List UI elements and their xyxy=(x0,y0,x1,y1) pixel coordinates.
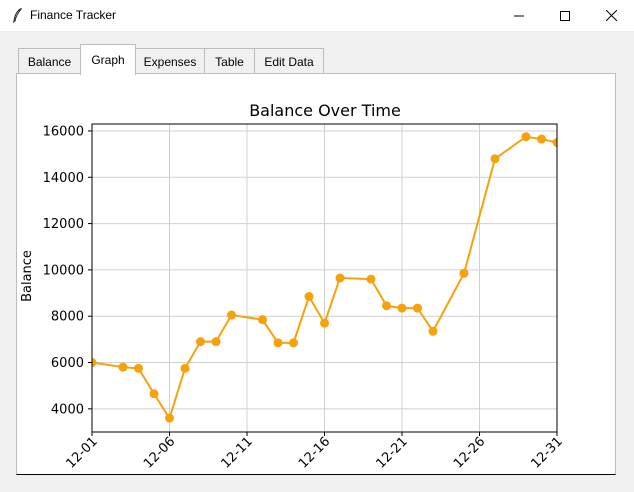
tab-table[interactable]: Table xyxy=(204,48,255,74)
data-point xyxy=(521,132,531,142)
data-point xyxy=(134,363,143,373)
y-tick-label: 8000 xyxy=(51,310,84,325)
maximize-button[interactable] xyxy=(542,0,588,31)
data-point xyxy=(413,303,422,313)
data-point xyxy=(459,268,469,278)
data-point xyxy=(289,338,298,348)
tab-label: Balance xyxy=(27,54,72,69)
balance-chart: Balance Over Time Balance 12-01 12-06 12-1… xyxy=(20,101,566,472)
data-point xyxy=(165,413,174,423)
minimize-icon xyxy=(514,15,524,16)
data-point xyxy=(92,358,97,368)
chart-title: Balance Over Time xyxy=(249,101,401,120)
x-tick-label: 12-16 xyxy=(296,434,333,471)
tab-label: Expenses xyxy=(143,54,197,69)
tab-edit-data[interactable]: Edit Data xyxy=(254,48,324,74)
data-point xyxy=(180,363,190,373)
minimize-button[interactable] xyxy=(496,0,542,31)
grid xyxy=(91,124,558,432)
data-point xyxy=(304,292,314,302)
data-point xyxy=(552,138,557,148)
data-point xyxy=(320,318,329,328)
tab-bar: Balance Graph Expenses Table Edit Data xyxy=(0,44,634,75)
data-point xyxy=(149,389,159,399)
plot-frame xyxy=(91,123,558,433)
title-bar: Finance Tracker xyxy=(0,0,634,32)
data-point xyxy=(397,303,407,313)
axes: 12-01 12-06 12-11 12-16 12-21 12-26 12-31 4000 6… xyxy=(43,123,566,472)
tab-graph[interactable]: Graph xyxy=(80,44,136,75)
data-point xyxy=(428,326,438,336)
tab-expenses[interactable]: Expenses xyxy=(135,48,205,74)
tab-label: Table xyxy=(215,54,244,69)
data-point xyxy=(537,134,546,144)
y-axis-label: Balance xyxy=(20,250,35,302)
tab-label: Graph xyxy=(91,53,125,67)
maximize-icon xyxy=(560,10,570,21)
y-tick-label: 12000 xyxy=(43,217,84,232)
close-icon xyxy=(605,10,617,21)
x-tick-label: 12-06 xyxy=(141,434,178,471)
feather-icon xyxy=(12,8,22,23)
x-tick-label: 12-31 xyxy=(529,434,566,471)
close-button[interactable] xyxy=(588,0,634,31)
series-layer xyxy=(92,132,557,423)
data-point xyxy=(490,154,500,164)
data-point xyxy=(211,337,221,347)
y-tick-label: 6000 xyxy=(51,356,84,371)
data-point xyxy=(196,337,205,347)
data-point xyxy=(335,273,345,283)
x-tick-label: 12-11 xyxy=(219,434,256,471)
graph-panel: Balance Over Time Balance 12-01 12-06 12-1… xyxy=(16,73,616,475)
data-point xyxy=(366,274,376,284)
y-tick-label: 10000 xyxy=(43,263,84,278)
window-title: Finance Tracker xyxy=(30,8,117,22)
data-point xyxy=(258,315,267,325)
data-point xyxy=(273,338,283,348)
tab-label: Edit Data xyxy=(264,54,314,69)
y-tick-label: 16000 xyxy=(43,124,84,139)
y-tick-label: 4000 xyxy=(51,402,84,417)
x-tick-label: 12-21 xyxy=(374,434,411,471)
data-point xyxy=(382,301,391,311)
y-tick-label: 14000 xyxy=(43,171,84,186)
x-tick-label: 12-01 xyxy=(64,434,101,471)
data-point xyxy=(227,310,236,320)
data-point xyxy=(118,362,128,372)
x-tick-label: 12-26 xyxy=(451,434,488,471)
tab-balance[interactable]: Balance xyxy=(18,48,81,74)
